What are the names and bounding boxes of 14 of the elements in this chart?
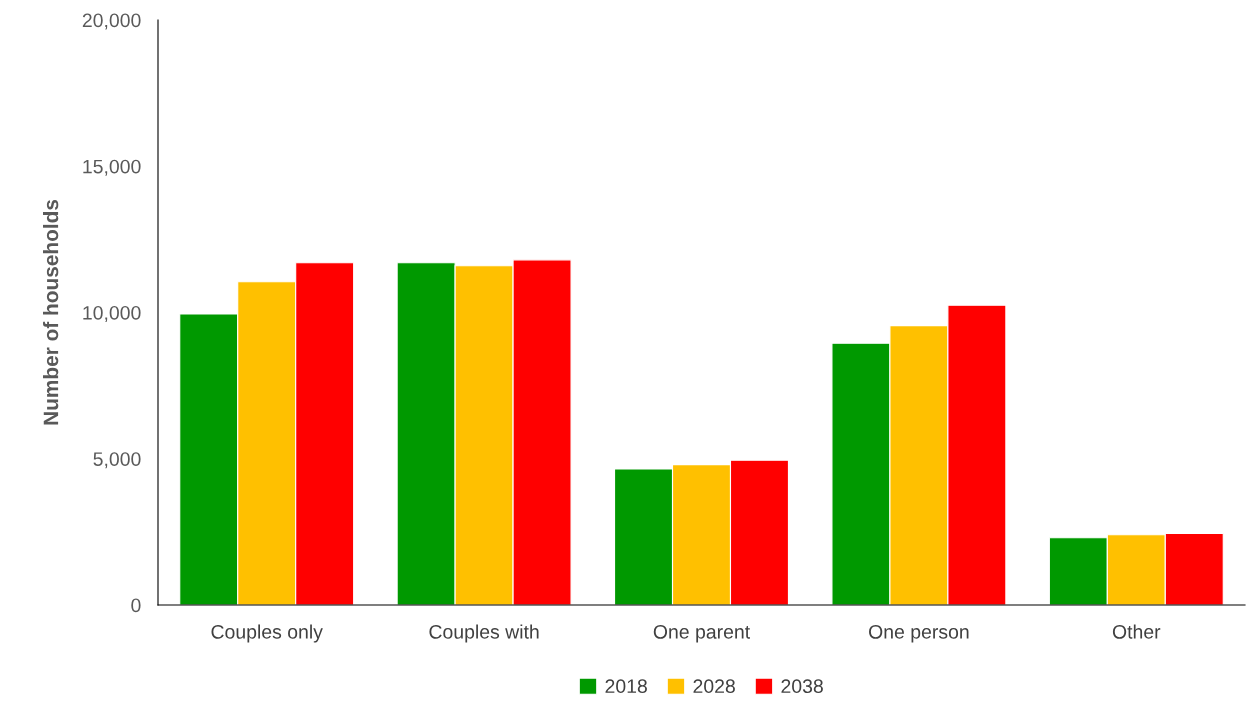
y-tick-label: 20,000 [82,13,141,30]
legend-label: 2018 [605,679,647,694]
y-axis-title: Number of households [43,199,59,425]
y-tick-label: 5,000 [93,452,141,469]
x-tick-label: Couples with [429,624,539,643]
x-tick-label: Couples only [211,624,323,643]
x-tick-label: One person [869,624,969,643]
y-tick-label: 15,000 [83,159,141,176]
legend-label: 2038 [781,679,823,694]
x-tick-label: Other [1112,624,1161,639]
x-tick-label: One parent [653,624,751,643]
legend-label: 2028 [693,679,735,694]
y-tick-label: 10,000 [83,305,141,323]
y-tick-label: 0 [131,598,141,613]
